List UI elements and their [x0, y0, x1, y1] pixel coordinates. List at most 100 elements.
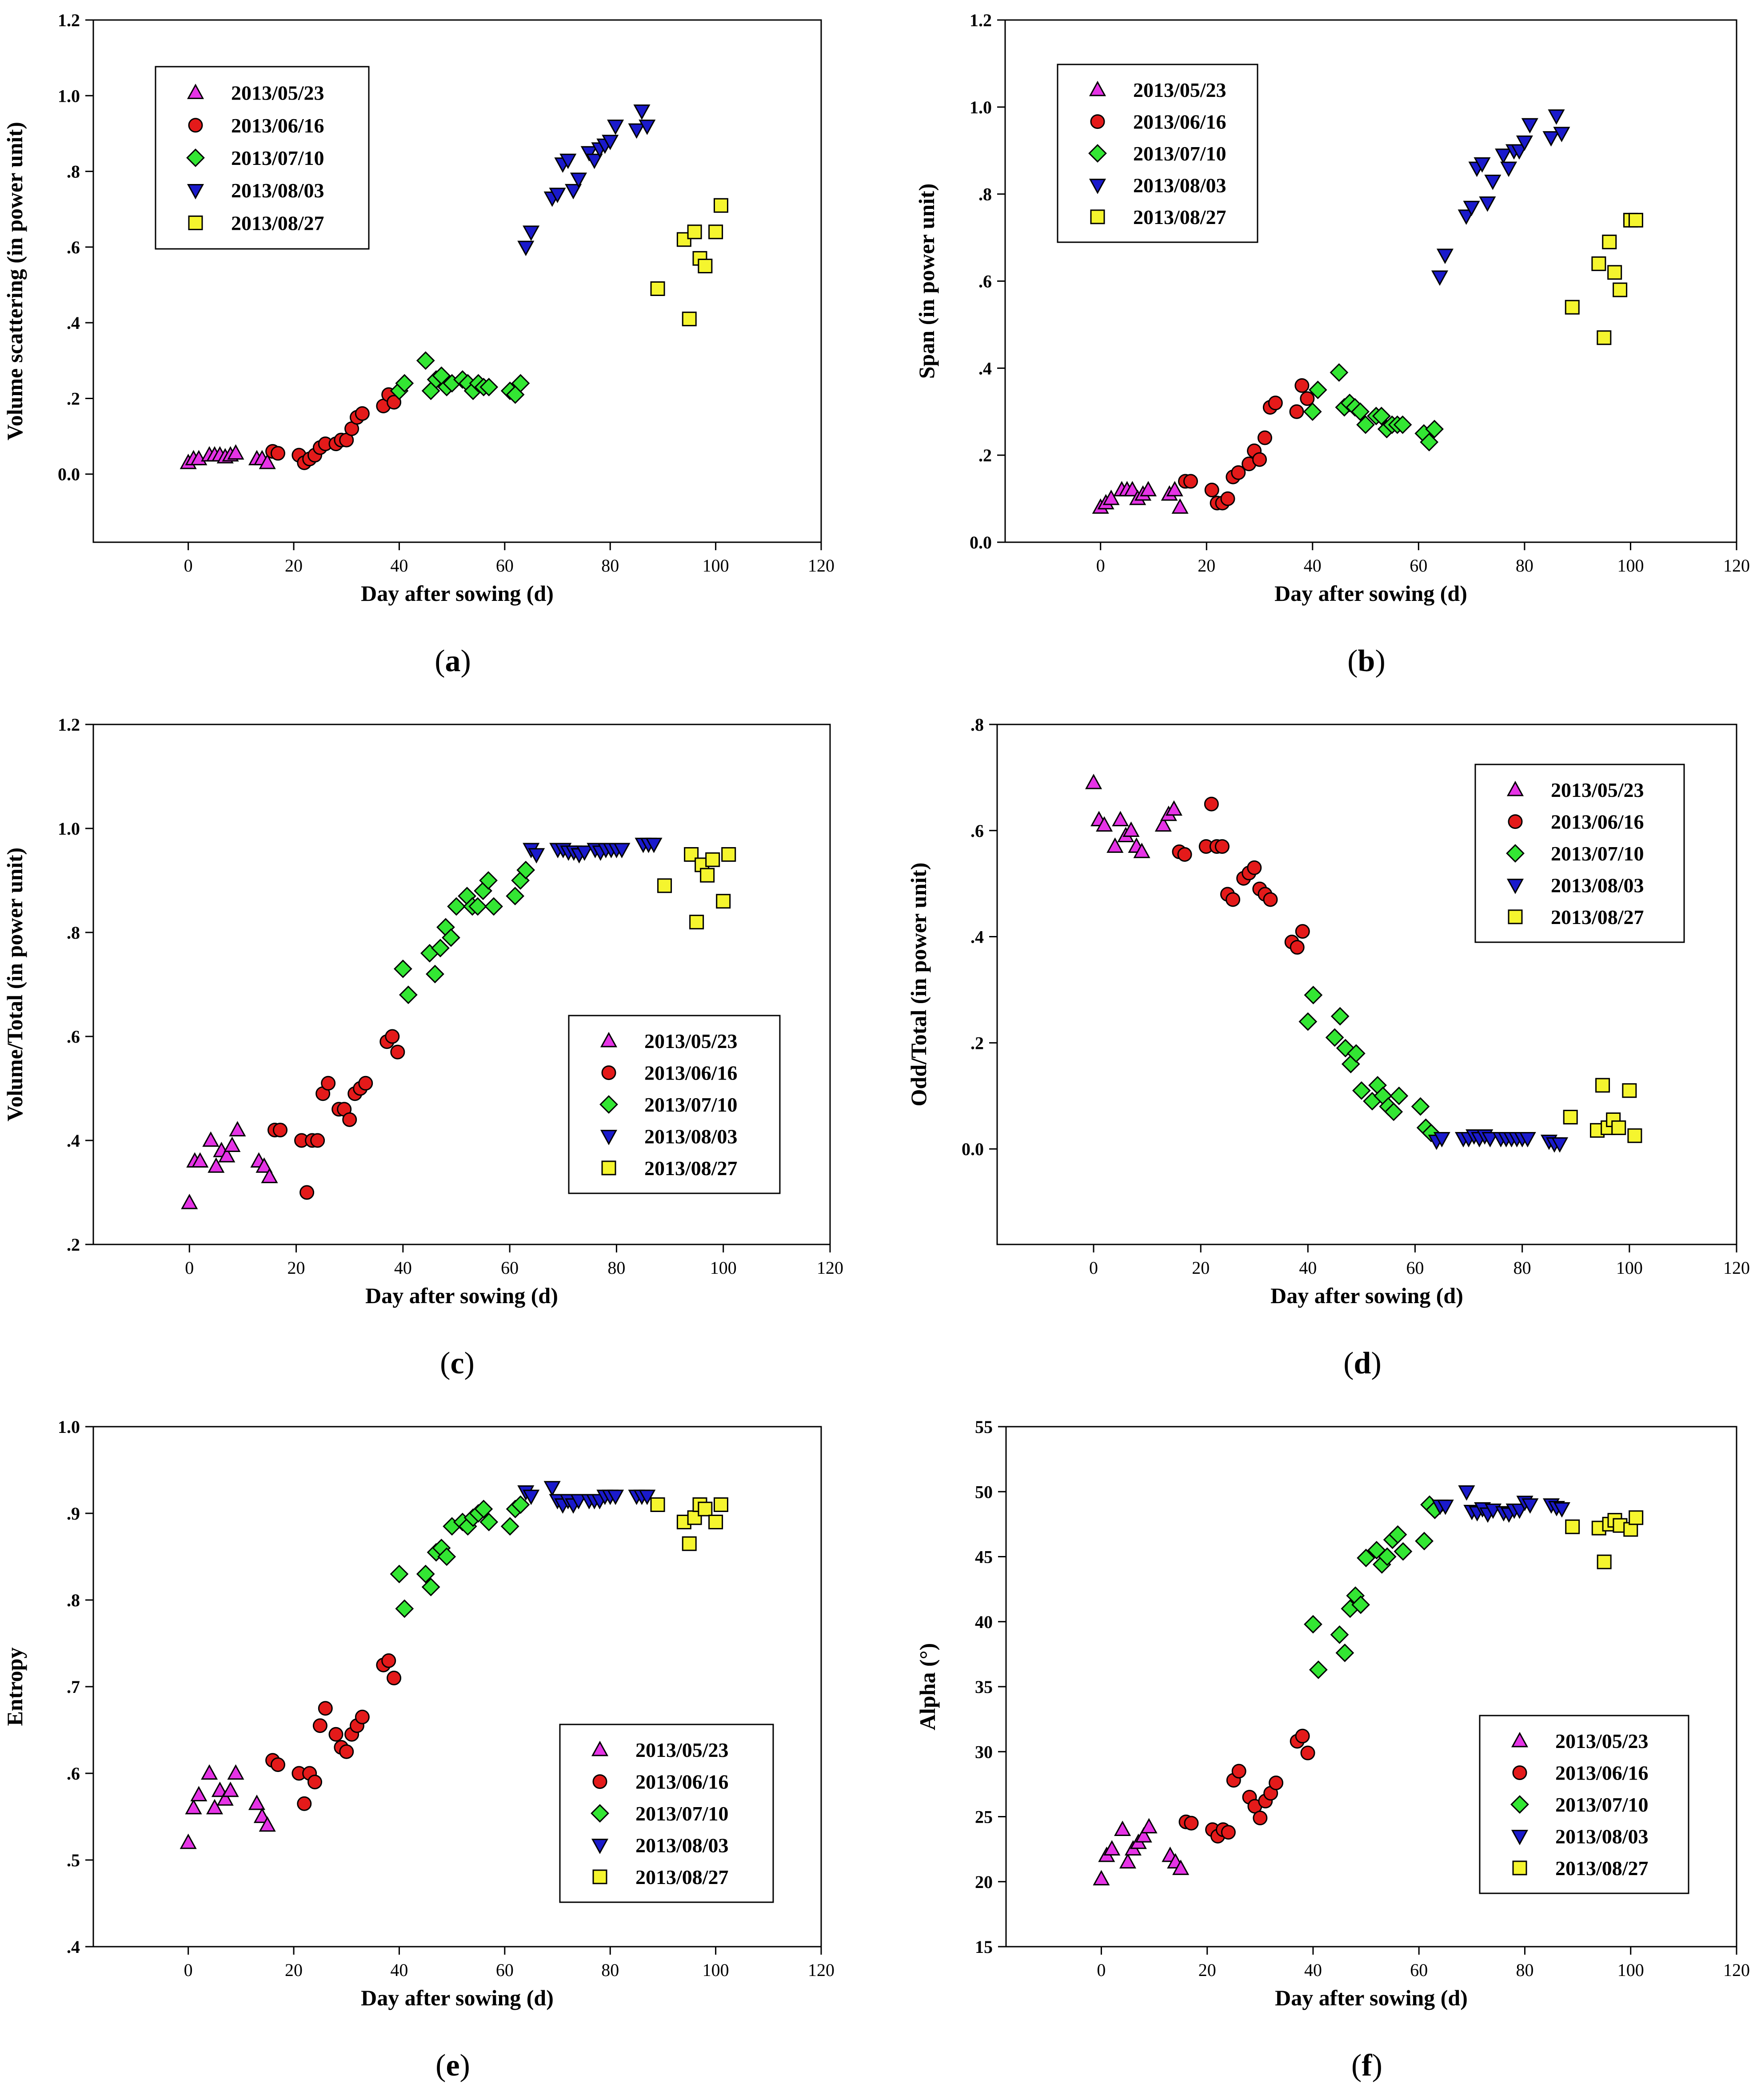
y-tick-label: 1.2	[58, 715, 80, 735]
data-point	[1622, 1083, 1637, 1098]
y-tick-label: .9	[67, 1504, 80, 1524]
x-tick-label: 80	[601, 556, 619, 576]
data-point	[1394, 1542, 1413, 1561]
data-point	[256, 1157, 273, 1173]
series-2013/06/16	[1178, 378, 1315, 511]
x-tick-label: 20	[285, 556, 303, 576]
data-point	[1613, 282, 1628, 297]
y-tick-label: 35	[975, 1677, 993, 1697]
data-point	[517, 240, 535, 256]
x-axis-label: Day after sowing (d)	[361, 1985, 554, 2010]
data-point	[299, 1185, 315, 1200]
data-point	[227, 1764, 244, 1780]
legend-marker	[1090, 209, 1105, 224]
legend-label: 2013/08/27	[231, 212, 324, 234]
data-point	[1263, 892, 1278, 907]
x-tick-label: 100	[1617, 556, 1644, 576]
data-point	[1304, 1615, 1322, 1634]
data-point	[607, 120, 624, 135]
x-axis-label: Day after sowing (d)	[1274, 581, 1467, 606]
data-point	[1436, 248, 1454, 264]
data-point	[602, 135, 619, 150]
panel-caption-close: )	[1371, 1346, 1381, 1380]
data-point	[190, 1786, 208, 1801]
data-point	[1177, 847, 1192, 862]
y-tick-label: .6	[67, 1027, 80, 1047]
x-tick-label: 0	[184, 556, 193, 576]
data-point	[259, 453, 276, 469]
data-point	[650, 281, 665, 296]
legend: 2013/05/23 2013/06/16 2013/07/10 2013/08/03…	[1474, 764, 1685, 943]
data-point	[1295, 1728, 1310, 1744]
data-point	[1356, 415, 1375, 434]
panel-caption-open: (	[440, 1346, 450, 1380]
series-2013/06/16	[265, 1653, 402, 1811]
y-tick-label: .8	[970, 715, 984, 735]
x-tick-label: 120	[808, 556, 835, 576]
y-axis-label: Odd/Total (in power unit)	[906, 863, 931, 1107]
data-point	[1172, 1860, 1190, 1875]
series-2013/08/03	[523, 837, 663, 864]
y-tick-label: 45	[975, 1547, 993, 1567]
data-point	[716, 894, 731, 909]
data-point	[633, 104, 651, 120]
x-tick-label: 120	[1723, 1960, 1750, 1980]
data-point	[1106, 837, 1124, 853]
legend-marker	[1089, 80, 1106, 96]
data-point	[390, 1564, 409, 1584]
x-tick-label: 20	[288, 1258, 305, 1278]
data-point	[1102, 489, 1120, 505]
data-point	[559, 153, 577, 169]
y-tick-label: .8	[978, 184, 992, 204]
y-tick-label: 1.0	[58, 1417, 80, 1437]
data-point	[682, 1536, 697, 1551]
chart-panel-a: 0 20 40 60 80 100 120 0.0 .2 .4 .6 .8 1.0 1.2 Day afte…	[2, 10, 835, 678]
y-tick-label: .2	[970, 1033, 984, 1053]
data-point	[1294, 378, 1310, 393]
y-tick-label: .6	[978, 272, 992, 292]
data-point	[1133, 843, 1150, 858]
panel-caption: (f)	[1351, 2048, 1382, 2083]
data-point	[216, 1790, 234, 1806]
data-point	[1384, 1102, 1403, 1121]
legend: 2013/05/23 2013/06/16 2013/07/10 2013/08/03…	[155, 66, 370, 250]
x-tick-label: 60	[1410, 1960, 1428, 1980]
data-point	[1415, 1532, 1434, 1551]
data-point	[390, 1044, 405, 1060]
x-tick-label: 120	[1723, 556, 1750, 576]
data-point	[1433, 1132, 1450, 1148]
y-tick-label: .4	[67, 313, 80, 333]
legend-label: 2013/05/23	[644, 1030, 738, 1052]
data-point	[1220, 491, 1235, 506]
data-point	[1602, 234, 1617, 249]
legend-marker	[188, 215, 203, 230]
panel-caption-open: (	[435, 644, 445, 678]
data-point	[1247, 860, 1262, 875]
data-point	[1300, 391, 1315, 406]
data-point	[523, 225, 540, 241]
data-point	[1553, 127, 1570, 142]
data-point	[1303, 402, 1322, 421]
data-point	[1437, 1500, 1454, 1515]
panel-caption-close: )	[461, 644, 471, 678]
data-point	[1351, 402, 1370, 421]
chart-panel-d: 0 20 40 60 80 100 120 0.0 .2 .4 .6 .8 Day after sowi…	[906, 715, 1750, 1380]
legend-label: 2013/08/03	[644, 1125, 738, 1148]
data-point	[253, 1808, 271, 1823]
data-point	[1542, 131, 1560, 147]
legend-marker	[187, 184, 204, 200]
data-point	[1597, 1554, 1612, 1569]
series-2013/07/10	[1304, 1495, 1444, 1679]
legend: 2013/05/23 2013/06/16 2013/07/10 2013/08/03…	[559, 1724, 774, 1903]
panel-caption-open: (	[1347, 644, 1358, 678]
y-tick-label: 1.2	[970, 10, 992, 30]
data-point	[1551, 1137, 1569, 1153]
legend-label: 2013/08/27	[644, 1157, 738, 1180]
data-point	[479, 1512, 499, 1532]
data-point	[355, 1709, 370, 1724]
data-point	[1112, 811, 1129, 827]
legend-label: 2013/07/10	[635, 1802, 729, 1825]
data-point	[1140, 481, 1157, 496]
y-tick-label: .6	[970, 821, 984, 841]
legend-label: 2013/08/03	[1555, 1825, 1649, 1848]
